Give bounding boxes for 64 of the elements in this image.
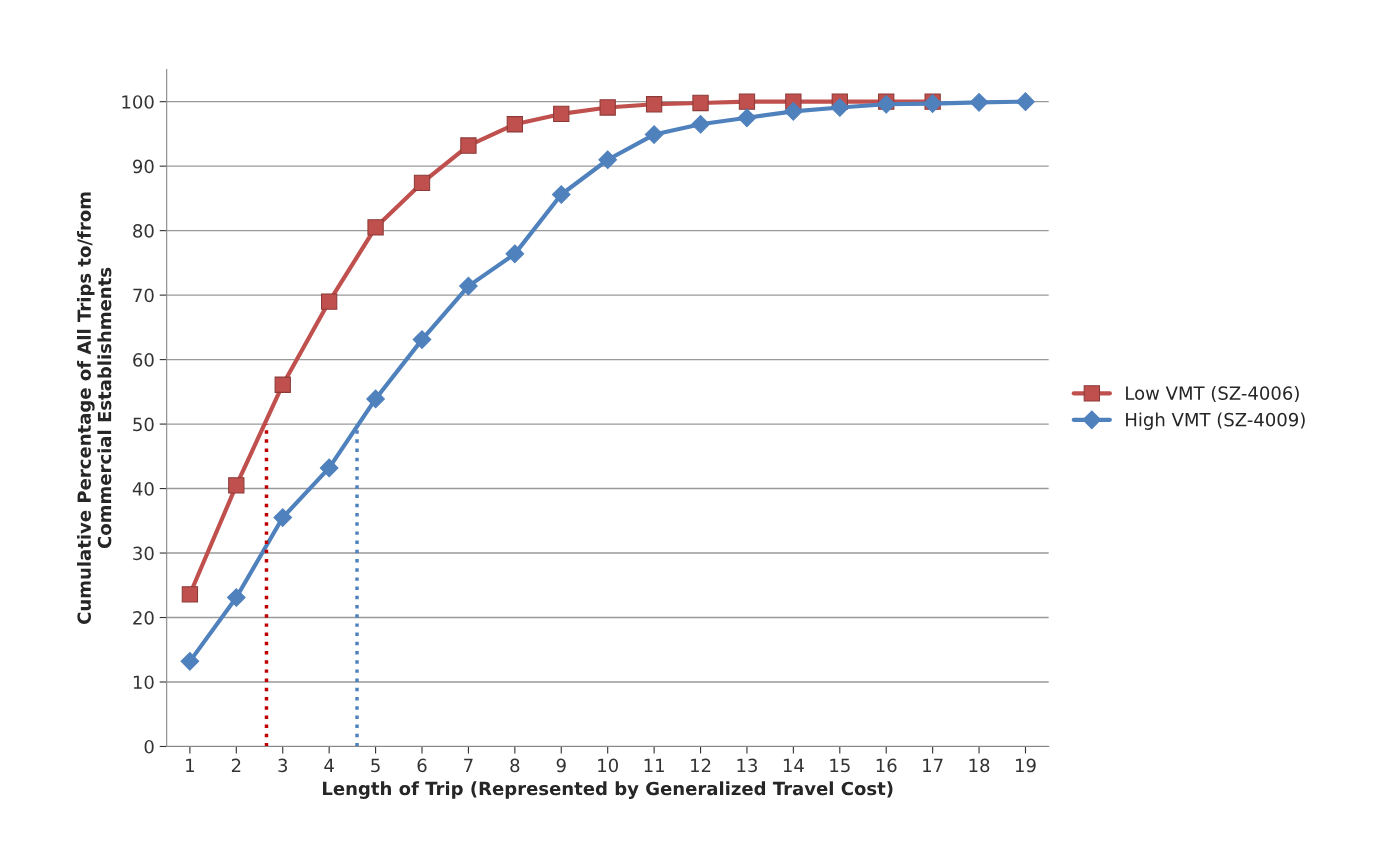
y-tick-label: 70 <box>133 288 154 303</box>
y-tick-label: 20 <box>133 610 154 625</box>
y-axis-title: Cumulative Percentage of All Trips to/from Commercial Establishments <box>77 192 112 625</box>
x-tick-label: 9 <box>556 758 566 773</box>
x-tick-label: 14 <box>783 758 804 772</box>
x-tick-label: 1 <box>186 758 194 772</box>
x-tick-label: 12 <box>691 758 711 772</box>
point <box>226 588 246 607</box>
point <box>644 125 664 144</box>
y-tick-label: 60 <box>133 353 154 367</box>
x-tick-label: 8 <box>510 758 520 773</box>
point <box>969 92 989 112</box>
x-tick-label: 17 <box>923 758 943 772</box>
point <box>274 376 291 393</box>
legend-label: High VMT (SZ-4009) <box>1126 412 1305 430</box>
point <box>506 116 523 133</box>
x-tick-label: 11 <box>644 758 664 772</box>
legend-label: Low VMT (SZ-4006) <box>1126 385 1299 403</box>
point <box>366 389 385 409</box>
point <box>645 96 663 113</box>
point <box>460 137 477 154</box>
x-tick-label: 16 <box>876 758 897 773</box>
point <box>599 99 616 116</box>
point <box>830 98 850 117</box>
point <box>273 508 293 527</box>
x-tick-label: 15 <box>830 758 850 773</box>
point <box>1016 92 1035 112</box>
point <box>691 114 710 134</box>
point <box>180 652 200 671</box>
point <box>459 276 478 296</box>
point <box>692 94 709 112</box>
point <box>784 101 803 121</box>
x-tick-label: 6 <box>417 758 427 773</box>
x-tick-label: 2 <box>231 758 241 772</box>
point <box>737 108 757 128</box>
point <box>505 244 525 264</box>
y-tick-label: 90 <box>133 159 154 174</box>
point <box>321 293 338 310</box>
y-tick-label: 0 <box>144 739 154 754</box>
x-tick-label: 18 <box>969 758 990 773</box>
point <box>413 174 431 192</box>
y-tick-label: 10 <box>133 675 154 690</box>
y-tick-label: 40 <box>132 482 154 496</box>
y-tick-label: 100 <box>122 95 154 109</box>
x-tick-label: 19 <box>1015 758 1036 773</box>
point <box>412 330 432 349</box>
x-axis-title: Length of Trip (Represented by Generalized Travel Cost) <box>323 781 893 799</box>
point <box>181 586 199 603</box>
x-tick-label: 3 <box>278 758 288 773</box>
x-tick-label: 10 <box>598 758 618 773</box>
point <box>598 150 618 170</box>
point <box>738 93 756 110</box>
point <box>553 105 570 123</box>
point <box>367 219 384 236</box>
y-tick-label: 50 <box>133 417 154 432</box>
x-tick-label: 7 <box>464 758 473 772</box>
x-tick-label: 4 <box>324 758 334 772</box>
point <box>319 458 339 478</box>
y-tick-label: 30 <box>133 546 154 561</box>
y-tick-label: 80 <box>133 224 154 238</box>
x-tick-label: 5 <box>371 758 380 773</box>
point <box>551 185 571 204</box>
point <box>228 477 245 494</box>
x-tick-label: 13 <box>737 758 757 773</box>
